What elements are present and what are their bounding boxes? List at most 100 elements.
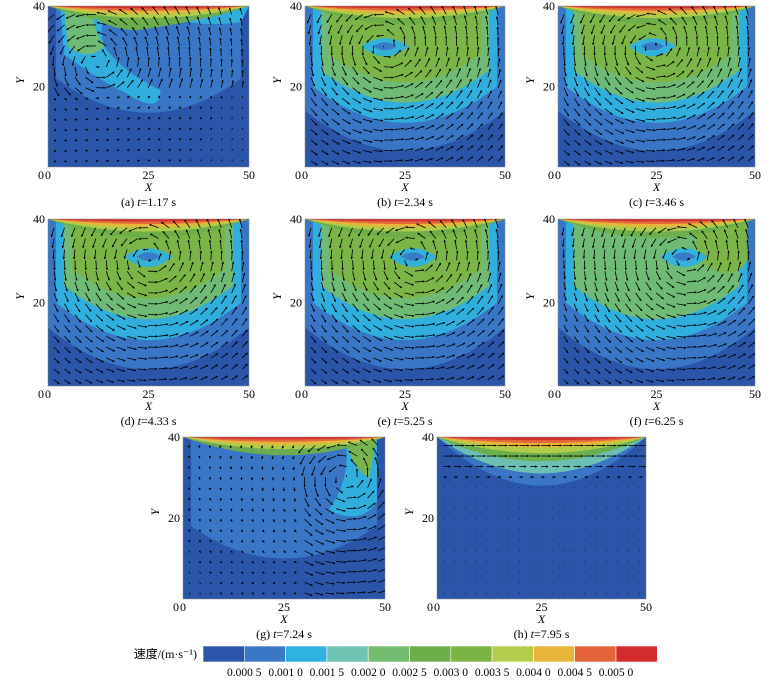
vector-arrow — [74, 139, 78, 142]
vector-arrow — [153, 16, 159, 26]
plot-area-h — [437, 437, 646, 599]
vector-arrow — [676, 378, 686, 382]
vector-arrow — [341, 97, 350, 105]
vector-arrow — [96, 31, 107, 36]
caption-value: =3.46 s — [649, 195, 685, 209]
vector-arrow — [625, 76, 633, 84]
vector-arrow — [199, 138, 202, 141]
vector-arrow — [404, 59, 412, 68]
vector-arrow — [157, 95, 161, 99]
vector-arrow — [239, 7, 243, 15]
vector-arrow — [362, 87, 372, 93]
vector-arrow — [331, 139, 340, 145]
vector-arrow — [625, 129, 635, 134]
vector-arrow — [617, 14, 626, 22]
vector-arrow — [116, 138, 120, 142]
vector-arrow — [326, 14, 333, 24]
y-tick-label: 20 — [33, 296, 45, 310]
vector-arrow — [352, 66, 359, 76]
vector-arrow — [321, 118, 329, 126]
vector-arrow — [110, 38, 118, 47]
vector-arrow — [74, 66, 78, 77]
vector-arrow — [563, 139, 570, 146]
vector-arrow — [445, 123, 454, 130]
caption-value: =7.95 s — [534, 627, 570, 641]
vector-arrow — [77, 45, 86, 52]
vector-arrow — [168, 138, 171, 141]
vector-arrow — [352, 118, 362, 124]
vector-arrow — [573, 108, 581, 117]
vector-arrow — [116, 107, 120, 110]
vector-arrow — [477, 90, 483, 99]
colorbar-tick-label: 0.003 5 — [475, 667, 510, 679]
vector-arrow — [122, 37, 128, 47]
vector-arrow — [331, 77, 337, 86]
vector-arrow — [75, 24, 86, 29]
vector-arrow — [495, 16, 499, 25]
vector-arrow — [147, 67, 152, 78]
vector-arrow — [174, 6, 180, 15]
vector-arrow — [177, 46, 181, 57]
vector-arrow — [219, 508, 222, 512]
vector-arrow — [409, 16, 416, 26]
vector-arrow — [231, 117, 233, 120]
vector-arrow — [635, 150, 645, 153]
vector-arrow — [116, 69, 123, 78]
vector-arrow — [446, 156, 454, 162]
vector-arrow — [495, 6, 499, 15]
colorbar-swatch — [533, 645, 576, 663]
vector-arrow — [362, 108, 373, 113]
vector-arrow — [477, 145, 484, 151]
vector-arrow — [240, 38, 243, 46]
vector-arrow — [376, 34, 384, 38]
vector-arrow — [198, 46, 202, 57]
vector-arrow — [411, 25, 416, 36]
vector-arrow — [594, 139, 603, 145]
vector-arrow — [456, 46, 459, 57]
vector-arrow — [621, 35, 626, 45]
vector-arrow — [241, 80, 245, 88]
vector-arrow — [362, 76, 372, 84]
vector-arrow — [210, 148, 213, 151]
caption-prefix: (c) — [629, 195, 645, 209]
vector-arrow — [485, 15, 489, 25]
vector-arrow — [106, 96, 110, 100]
vector-arrow — [147, 138, 151, 141]
vector-arrow — [53, 118, 57, 122]
vector-arrow — [135, 46, 139, 57]
vector-arrow — [168, 56, 171, 67]
vector-arrow — [85, 107, 89, 111]
vector-arrow — [404, 148, 414, 151]
vector-arrow — [425, 57, 431, 67]
vector-arrow — [456, 79, 462, 88]
vector-arrow — [385, 20, 395, 26]
vector-arrow — [394, 116, 405, 120]
vector-arrow — [127, 117, 130, 120]
vector-arrow — [137, 79, 143, 88]
vector-arrow — [345, 14, 353, 22]
vector-arrow — [362, 150, 373, 154]
vector-arrow — [414, 158, 424, 162]
colorbar-swatch — [450, 645, 493, 663]
vector-arrow — [321, 87, 327, 97]
vector-arrow — [64, 97, 68, 101]
y-tick-label: 20 — [422, 511, 434, 525]
vector-arrow — [321, 160, 329, 166]
caption-value: =5.25 s — [397, 414, 433, 428]
x-axis-label: X — [400, 180, 409, 194]
vector-arrow — [126, 56, 130, 67]
vector-arrow — [310, 87, 317, 97]
x-tick-label: 50 — [499, 387, 511, 401]
vector-arrow — [310, 129, 318, 136]
vector-arrow — [414, 70, 423, 78]
vector-arrow — [347, 24, 353, 34]
vector-arrow — [71, 56, 76, 66]
vector-arrow — [231, 127, 233, 130]
vector-arrow — [96, 21, 107, 26]
vector-arrow — [231, 106, 233, 109]
vector-arrow — [178, 116, 182, 120]
plot-area-e — [305, 219, 505, 386]
vector-arrow — [342, 160, 351, 165]
vector-arrow — [397, 18, 405, 26]
vector-arrow — [137, 138, 141, 141]
